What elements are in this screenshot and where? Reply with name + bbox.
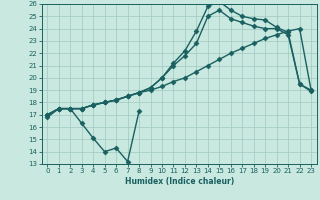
X-axis label: Humidex (Indice chaleur): Humidex (Indice chaleur): [124, 177, 234, 186]
